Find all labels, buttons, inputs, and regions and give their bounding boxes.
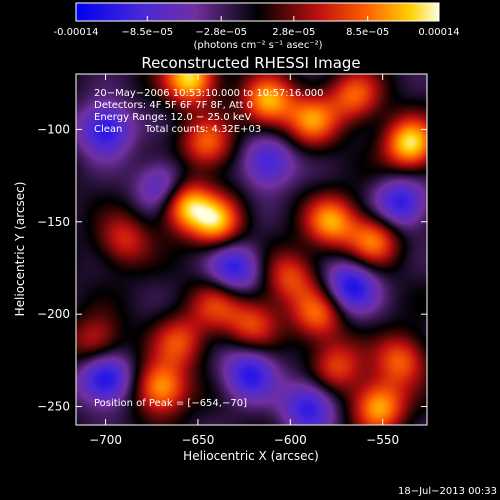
energy-range-annotation: Energy Range: 12.0 − 25.0 keV (94, 112, 251, 123)
heatmap-image (76, 74, 427, 425)
detectors-annotation: Detectors: 4F 5F 6F 7F 8F, Att 0 (94, 100, 253, 111)
time-range-annotation: 20−May−2006 10:53:10.000 to 10:57:16.000 (94, 88, 324, 99)
colorbar-tick-label: 0.00014 (418, 27, 459, 38)
colorbar-tick-label: −2.8e−05 (195, 27, 247, 38)
colorbar: -0.00014 −8.5e−05 −2.8e−05 2.8e−05 8.5e−05 0.… (54, 2, 460, 51)
timestamp: 18−Jul−2013 00:33 (398, 486, 497, 497)
plot-frame (75, 73, 428, 426)
x-axis-label: Heliocentric X (arcsec) (183, 449, 319, 463)
x-axis-ticks: −700 −650 −600 −550 (89, 74, 399, 447)
y-axis-label: Heliocentric Y (arcsec) (13, 182, 27, 317)
colorbar-frame (75, 2, 440, 22)
colorbar-tick-label: 2.8e−05 (272, 27, 315, 38)
total-counts-annotation: Total counts: 4.32E+03 (144, 124, 261, 135)
colorbar-tick-label: -0.00014 (54, 27, 99, 38)
x-tick-label: −600 (274, 433, 307, 447)
colorbar-unit-label: (photons cm⁻² s⁻¹ asec⁻²) (193, 40, 322, 51)
x-tick-label: −650 (181, 433, 214, 447)
colorbar-tick-label: 8.5e−05 (346, 27, 389, 38)
colorbar-strip (76, 3, 439, 21)
y-axis-ticks: −250 −200 −150 −100 (37, 122, 427, 414)
colorbar-ticks: -0.00014 −8.5e−05 −2.8e−05 2.8e−05 8.5e−05 0.… (54, 16, 460, 38)
y-tick-label: −150 (37, 215, 70, 229)
y-tick-label: −250 (37, 400, 70, 414)
colorbar-tick-label: −8.5e−05 (122, 27, 174, 38)
x-tick-label: −550 (366, 433, 399, 447)
peak-position-annotation: Position of Peak = [−654,−70] (94, 398, 247, 409)
chart-title: Reconstructed RHESSI Image (141, 54, 360, 72)
heatmap-canvas (76, 74, 427, 425)
method-annotation: Clean (94, 124, 122, 135)
y-tick-label: −100 (37, 122, 70, 136)
y-tick-label: −200 (37, 307, 70, 321)
x-tick-label: −700 (89, 433, 122, 447)
